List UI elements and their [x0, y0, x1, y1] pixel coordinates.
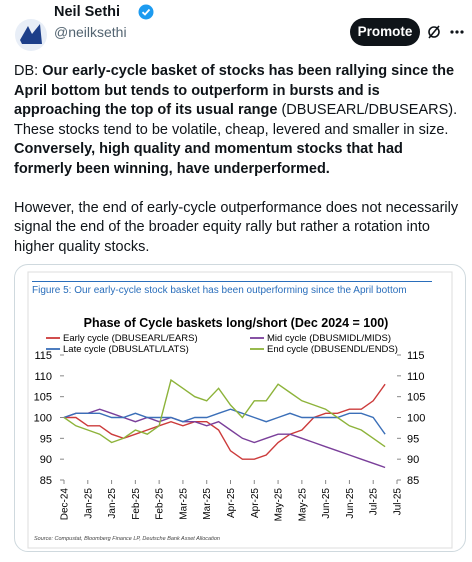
media-card[interactable]	[14, 264, 466, 552]
x-tick-label: Feb-25	[155, 488, 166, 520]
legend-label: Mid cycle (DBUSMIDL/MIDS)	[267, 333, 391, 344]
x-tick-label: Apr-25	[226, 488, 237, 518]
x-tick-label: Mar-25	[202, 488, 213, 520]
author-name[interactable]: Neil Sethi	[54, 4, 121, 20]
y-tick-label: 95	[40, 433, 52, 445]
legend-entry: Late cycle (DBUSLATL/LATS)	[46, 344, 189, 355]
y2-tick-label: 105	[407, 392, 425, 404]
legend-entry: Early cycle (DBUSEARL/EARS)	[46, 333, 198, 344]
x-tick-label: Jul-25	[369, 488, 380, 516]
legend-entry: End cycle (DBUSENDL/ENDS)	[250, 344, 398, 355]
verified-badge	[138, 4, 154, 20]
text-segment: (DBUSEARL/DBUSEARS). These stocks tend t…	[14, 102, 458, 138]
legend-label: Late cycle (DBUSLATL/LATS)	[63, 344, 189, 355]
chart: Phase of Cycle baskets long/short (Dec 2…	[27, 271, 453, 549]
y-tick-label: 90	[40, 454, 52, 466]
y-tick-label: 85	[40, 475, 52, 487]
y-tick-label: 105	[34, 392, 52, 404]
x-tick-label: Jan-25	[83, 488, 94, 519]
chart-title: Phase of Cycle baskets long/short (Dec 2…	[84, 316, 389, 330]
x-tick-label: Dec-24	[60, 488, 71, 521]
chart-source: Source: Compustat, Bloomberg Finance LP,…	[34, 536, 220, 542]
tweet-text: DB: Our early-cycle basket of stocks has…	[14, 62, 464, 276]
series-line	[63, 378, 386, 448]
x-tick-label: Jun-25	[321, 488, 332, 519]
x-tick-label: Apr-25	[250, 488, 261, 518]
y-tick-label: 100	[34, 413, 52, 425]
y2-tick-label: 115	[407, 350, 425, 362]
x-tick-label: Mar-25	[178, 488, 189, 520]
tweet-paragraph: DB: Our early-cycle basket of stocks has…	[14, 62, 464, 180]
y2-tick-label: 85	[407, 475, 419, 487]
figure-caption: Figure 5: Our early-cycle stock basket h…	[32, 281, 432, 298]
tweet-icons[interactable]	[426, 22, 466, 42]
legend-label: Early cycle (DBUSEARL/EARS)	[63, 333, 198, 344]
x-tick-label: Jan-25	[107, 488, 118, 519]
series-line	[63, 408, 386, 469]
promote-button[interactable]: Promote	[350, 18, 420, 46]
x-tick-label: May-25	[274, 488, 285, 522]
y-tick-label: 115	[34, 350, 52, 362]
x-tick-label: May-25	[297, 488, 308, 522]
tweet-paragraph: However, the end of early-cycle outperfo…	[14, 199, 464, 258]
y2-tick-label: 100	[407, 413, 425, 425]
x-tick-label: Jun-25	[345, 488, 356, 519]
legend-label: End cycle (DBUSENDL/ENDS)	[267, 344, 398, 355]
x-tick-label: Feb-25	[131, 488, 142, 520]
text-segment: However, the end of early-cycle outperfo…	[14, 199, 459, 255]
y2-tick-label: 95	[407, 433, 419, 445]
text-segment: DB:	[14, 63, 43, 79]
text-segment: Our early-cycle basket of stocks has bee…	[14, 63, 455, 119]
legend-entry: Mid cycle (DBUSMIDL/MIDS)	[250, 333, 391, 344]
y-tick-label: 110	[34, 371, 52, 383]
avatar[interactable]	[14, 18, 48, 52]
author-handle[interactable]: @neilksethi	[54, 24, 127, 40]
text-segment: Conversely, high quality and momentum st…	[14, 141, 403, 177]
y2-tick-label: 90	[407, 454, 419, 466]
series-line	[63, 408, 386, 435]
y2-tick-label: 110	[407, 371, 425, 383]
x-tick-label: Jul-25	[393, 488, 404, 516]
